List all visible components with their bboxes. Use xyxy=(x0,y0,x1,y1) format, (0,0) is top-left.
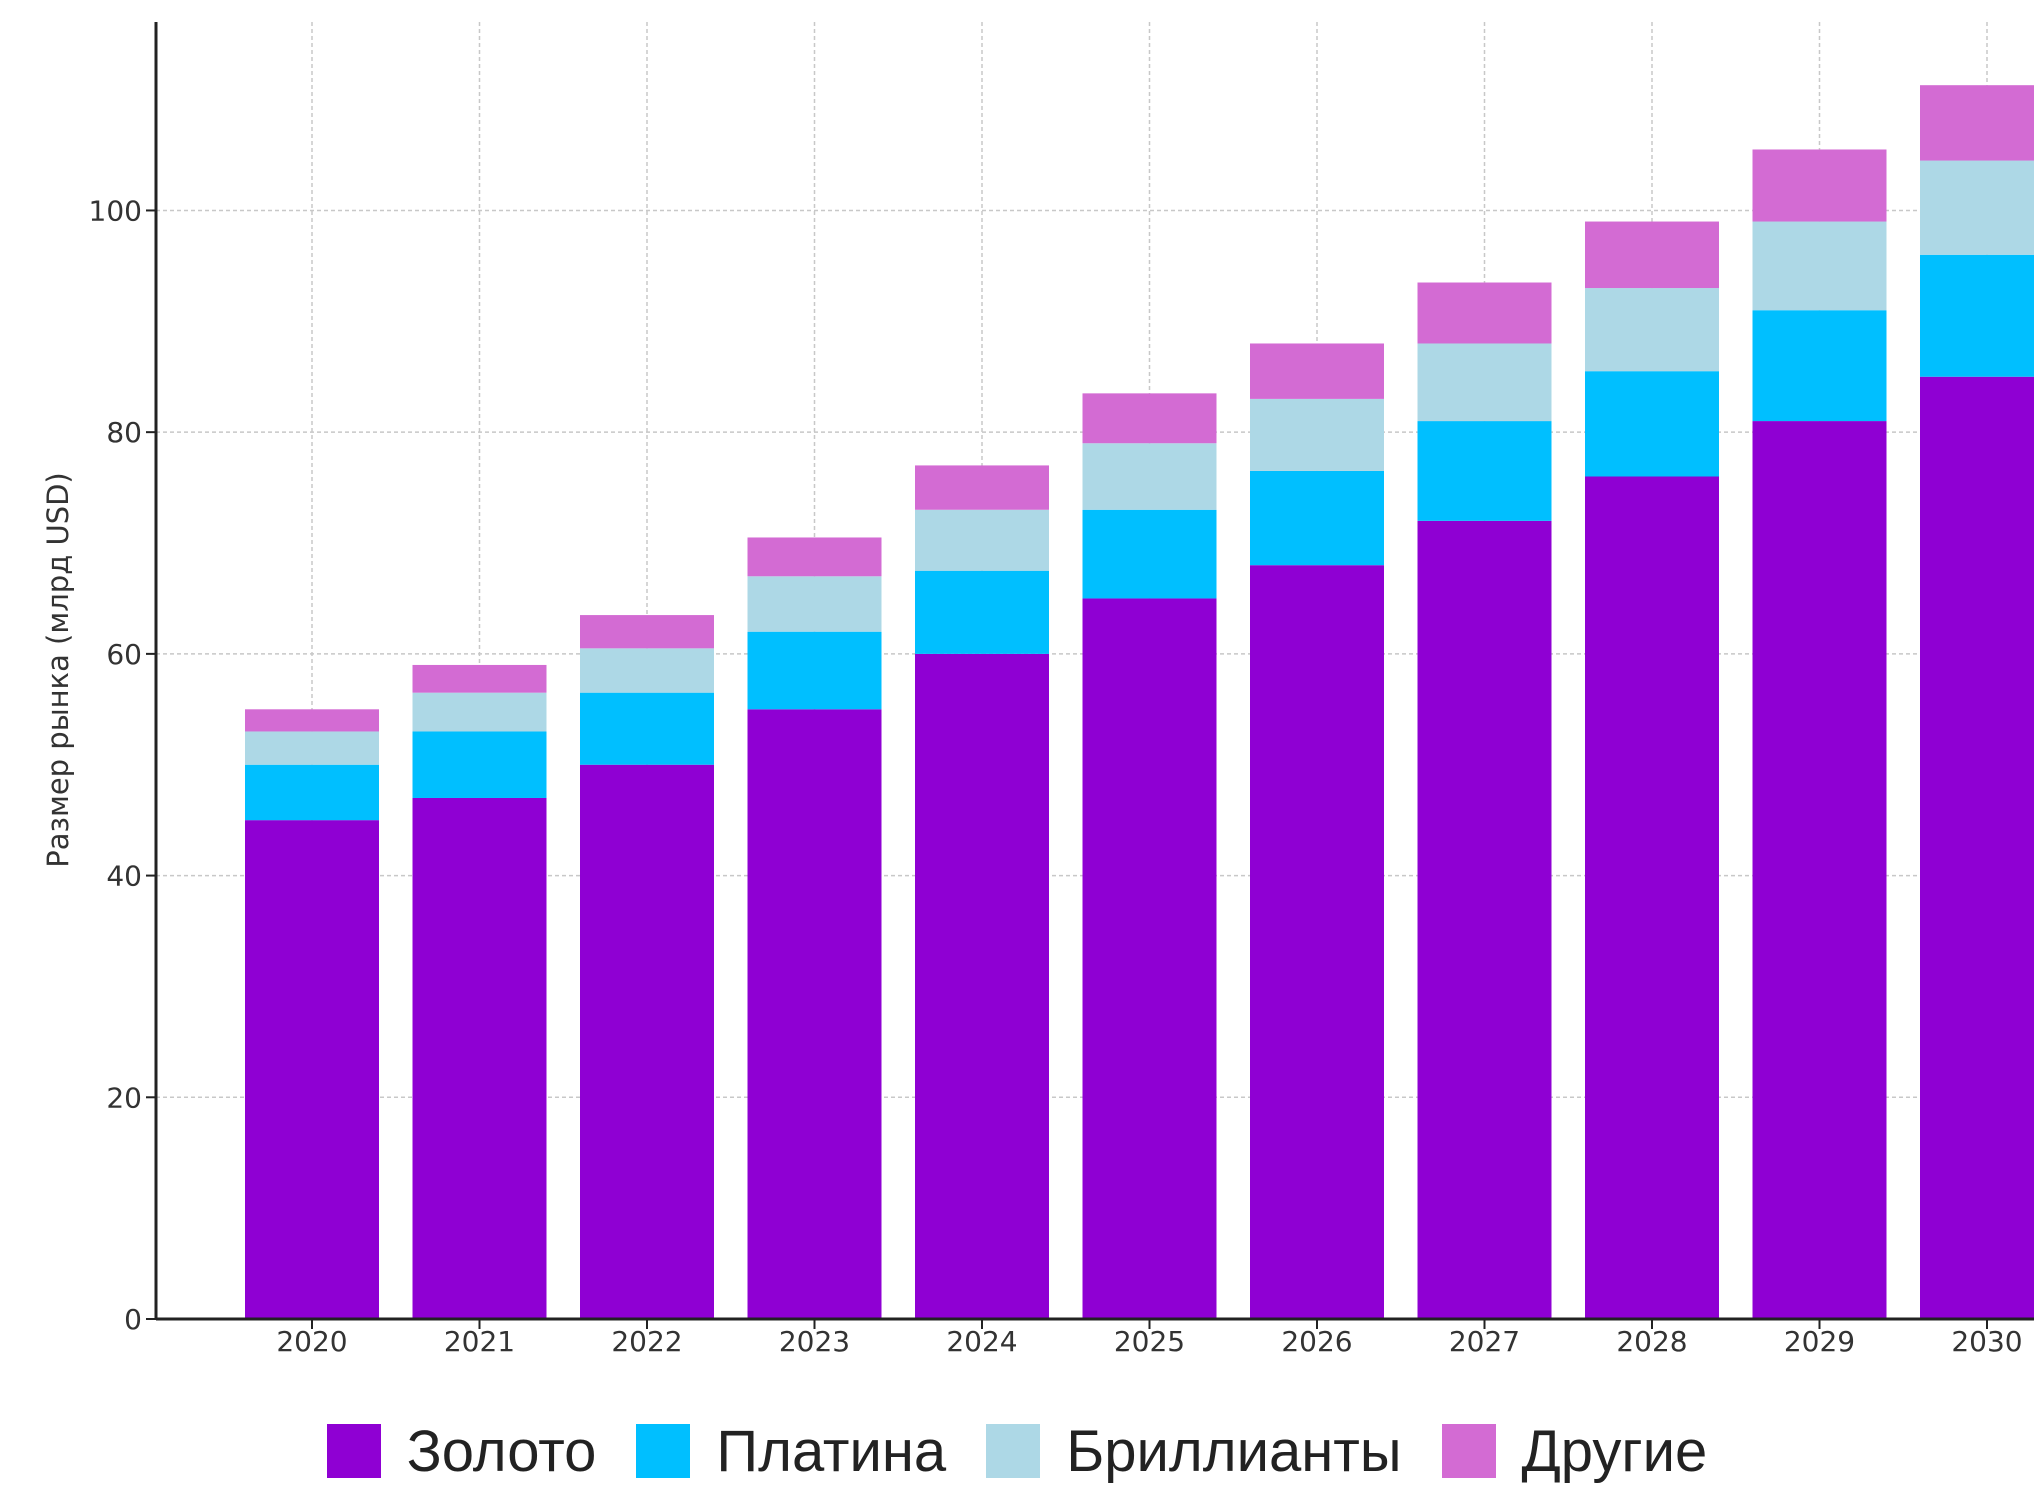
bar-segment-platinum xyxy=(1585,371,1719,477)
legend-item: Другие xyxy=(1441,1418,1708,1485)
bar-segment-diamonds xyxy=(1585,288,1719,372)
y-tick-label: 40 xyxy=(106,860,142,893)
bar-segment-diamonds xyxy=(915,509,1049,571)
bar-segment-other xyxy=(412,664,547,693)
x-tick-label: 2022 xyxy=(611,1325,682,1358)
y-axis-label: Размер рынка (млрд USD) xyxy=(41,472,75,867)
bar-segment-platinum xyxy=(1250,470,1384,566)
legend-swatch xyxy=(636,1424,691,1478)
legend-item: Бриллианты xyxy=(986,1418,1402,1485)
bar-segment-platinum xyxy=(747,631,882,710)
bar-segment-platinum xyxy=(245,764,379,821)
bar-segment-diamonds xyxy=(1250,398,1384,471)
bar-segment-diamonds xyxy=(412,692,547,732)
bar-segment-gold xyxy=(915,653,1049,1319)
bar-segment-gold xyxy=(1082,598,1217,1319)
legend-item: Платина xyxy=(636,1418,946,1485)
x-tick-label: 2029 xyxy=(1784,1325,1855,1358)
legend: Золото Платина Бриллианты Другие xyxy=(0,1418,2034,1484)
bar-segment-other xyxy=(1920,85,2034,161)
bar-segment-diamonds xyxy=(580,648,714,693)
bar-segment-platinum xyxy=(1417,421,1552,521)
bar-segment-gold xyxy=(1752,421,1887,1320)
bar-segment-gold xyxy=(747,709,882,1319)
bar-segment-platinum xyxy=(915,570,1049,654)
x-tick-label: 2030 xyxy=(1951,1325,2022,1358)
bar-segment-other xyxy=(1082,393,1217,444)
bar-segment-other xyxy=(245,709,379,732)
bar-segment-diamonds xyxy=(1920,160,2034,255)
bar-segment-gold xyxy=(1417,520,1552,1319)
bar-segment-platinum xyxy=(580,692,714,765)
x-tick-label: 2027 xyxy=(1449,1325,1520,1358)
bar-segment-diamonds xyxy=(245,731,379,765)
bar-segment-other xyxy=(915,465,1049,510)
bar-segment-other xyxy=(1752,149,1887,222)
legend-label: Другие xyxy=(1521,1418,1708,1484)
y-tick-label: 80 xyxy=(106,416,142,449)
bars xyxy=(245,85,2034,1320)
x-tick-label: 2021 xyxy=(444,1325,515,1358)
x-tick-label: 2026 xyxy=(1281,1325,1352,1358)
tick-labels: 0 20 40 60 80 100 2020 2021 2022 2023 2024 2025 2026… xyxy=(89,194,2023,1358)
bar-segment-gold xyxy=(245,820,379,1319)
bar-segment-gold xyxy=(1920,376,2034,1319)
bar-segment-platinum xyxy=(412,731,547,798)
bar-segment-other xyxy=(747,537,882,577)
bar-segment-gold xyxy=(1585,476,1719,1319)
x-tick-label: 2024 xyxy=(946,1325,1017,1358)
bar-segment-gold xyxy=(1250,565,1384,1319)
bar-segment-gold xyxy=(412,797,547,1319)
bar-segment-platinum xyxy=(1082,509,1217,599)
bar-segment-diamonds xyxy=(1082,443,1217,510)
legend-item: Золото xyxy=(326,1418,597,1485)
bar-segment-other xyxy=(1585,221,1719,289)
legend-label: Платина xyxy=(716,1418,947,1484)
x-tick-label: 2023 xyxy=(779,1325,850,1358)
legend-swatch xyxy=(326,1424,381,1478)
y-tick-label: 0 xyxy=(124,1303,142,1336)
bar-segment-gold xyxy=(580,764,714,1319)
legend-label: Бриллианты xyxy=(1066,1418,1402,1484)
y-tick-label: 20 xyxy=(106,1081,142,1114)
y-tick-label: 100 xyxy=(89,194,142,227)
x-tick-label: 2025 xyxy=(1114,1325,1185,1358)
bar-segment-diamonds xyxy=(747,576,882,632)
x-tick-label: 2020 xyxy=(276,1325,347,1358)
legend-swatch xyxy=(1441,1424,1496,1478)
bar-segment-diamonds xyxy=(1752,221,1887,311)
x-tick-label: 2028 xyxy=(1616,1325,1687,1358)
bar-segment-other xyxy=(1417,282,1552,344)
axes xyxy=(154,22,2034,1321)
legend-swatch xyxy=(986,1424,1041,1478)
bar-segment-diamonds xyxy=(1417,343,1552,422)
bar-segment-other xyxy=(580,615,714,649)
bar-segment-platinum xyxy=(1920,254,2034,377)
y-tick-label: 60 xyxy=(106,638,142,671)
bar-segment-platinum xyxy=(1752,310,1887,422)
legend-label: Золото xyxy=(406,1418,597,1484)
bar-segment-other xyxy=(1250,343,1384,399)
